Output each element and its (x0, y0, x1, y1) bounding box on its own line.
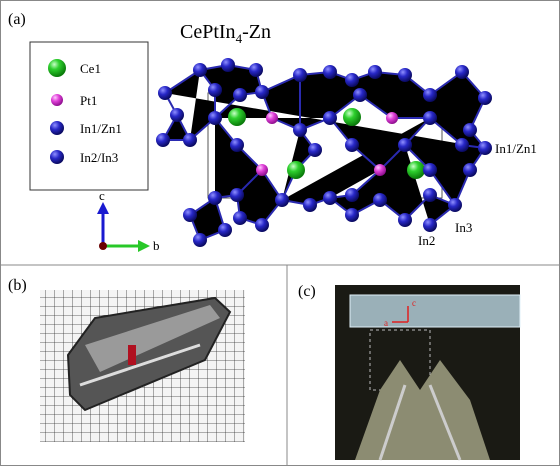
axis-indicator (97, 202, 150, 252)
crystal-photo (40, 290, 245, 442)
atom-label: In2 (418, 233, 435, 248)
panel-label: (a) (8, 11, 26, 28)
axis-label: c (99, 188, 105, 203)
atom-label: In3 (455, 220, 472, 235)
legend-label: Pt1 (80, 93, 97, 108)
legend-swatch (48, 59, 66, 77)
legend-label: In2/In3 (80, 150, 118, 165)
panel-label: (c) (298, 283, 316, 300)
panel-title: CePtIn4-Zn (180, 21, 271, 46)
crystal-photo (335, 285, 521, 461)
atoms (156, 58, 492, 247)
legend-label: In1/Zn1 (80, 121, 122, 136)
panel-label: (b) (8, 277, 27, 294)
legend-label: Ce1 (80, 61, 101, 76)
legend-swatch (50, 121, 64, 135)
legend-swatch (50, 150, 64, 164)
axis-label: c (412, 298, 416, 308)
axis-label: a (384, 318, 388, 328)
axis-label: b (153, 238, 160, 253)
legend-swatch (51, 94, 63, 106)
atom-label: In1/Zn1 (495, 141, 537, 156)
